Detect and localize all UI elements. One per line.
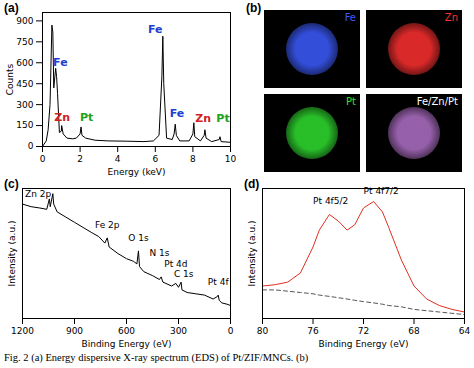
svg-text:Pt: Pt [216, 112, 229, 125]
svg-text:Fe: Fe [170, 107, 185, 120]
html-text:Fe: Fe [344, 12, 356, 23]
html-text:(c): (c) [4, 177, 19, 191]
svg-text:76: 76 [307, 326, 319, 336]
svg-text:2: 2 [77, 154, 83, 164]
svg-text:Pt 4f: Pt 4f [208, 277, 230, 287]
svg-text:Pt 4d: Pt 4d [164, 259, 187, 269]
svg-text:N 1s: N 1s [149, 248, 169, 258]
html-text:Fe/Zn/Pt: Fe/Zn/Pt [416, 96, 458, 107]
svg-text:1200: 1200 [11, 326, 34, 336]
html-text:(b): (b) [246, 1, 262, 15]
svg-text:10: 10 [225, 154, 237, 164]
svg-text:300: 300 [16, 100, 33, 110]
svg-text:600: 600 [16, 58, 33, 68]
svg-text:450: 450 [16, 79, 33, 89]
svg-text:64: 64 [459, 326, 471, 336]
svg-text:Pt 4f7/2: Pt 4f7/2 [364, 186, 399, 196]
html-text:Pt: Pt [346, 96, 356, 107]
svg-text:O 1s: O 1s [128, 233, 149, 243]
svg-text:Zn: Zn [54, 111, 70, 124]
svg-text:68: 68 [408, 326, 420, 336]
svg-text:6: 6 [152, 154, 158, 164]
svg-text:Counts: Counts [5, 63, 15, 95]
svg-text:150: 150 [16, 120, 33, 130]
svg-text:0: 0 [40, 154, 46, 164]
html-text:Zn: Zn [444, 12, 458, 23]
html-text:Fig. 2 (a) Energy dispersive X: Fig. 2 (a) Energy dispersive X-ray spect… [4, 352, 309, 363]
svg-text:900: 900 [66, 326, 83, 336]
svg-text:300: 300 [170, 326, 187, 336]
svg-text:Pt 4f5/2: Pt 4f5/2 [313, 196, 348, 206]
svg-text:Pt: Pt [80, 111, 93, 124]
svg-text:80: 80 [257, 326, 269, 336]
svg-text:600: 600 [118, 326, 135, 336]
svg-text:Binding Energy (eV): Binding Energy (eV) [82, 339, 172, 349]
svg-text:4: 4 [115, 154, 121, 164]
svg-text:Zn 2p: Zn 2p [25, 189, 51, 199]
svg-text:C 1s: C 1s [174, 269, 194, 279]
svg-text:0: 0 [228, 326, 234, 336]
svg-text:900: 900 [16, 16, 33, 26]
svg-text:Zn: Zn [195, 112, 211, 125]
svg-text:8: 8 [190, 154, 196, 164]
svg-text:72: 72 [358, 326, 369, 336]
html-text:(d): (d) [244, 177, 260, 191]
svg-text:Fe: Fe [53, 56, 68, 69]
html-text:(a): (a) [4, 1, 19, 15]
svg-text:Intensity (a.u.): Intensity (a.u.) [247, 221, 257, 287]
svg-text:Binding Energy (eV): Binding Energy (eV) [319, 339, 409, 349]
svg-text:750: 750 [16, 37, 33, 47]
svg-text:Energy (keV): Energy (keV) [108, 167, 166, 177]
svg-text:Fe 2p: Fe 2p [95, 220, 120, 230]
svg-text:0: 0 [28, 141, 34, 151]
svg-text:Intensity (a.u.): Intensity (a.u.) [7, 221, 17, 287]
svg-text:Fe: Fe [148, 23, 163, 36]
